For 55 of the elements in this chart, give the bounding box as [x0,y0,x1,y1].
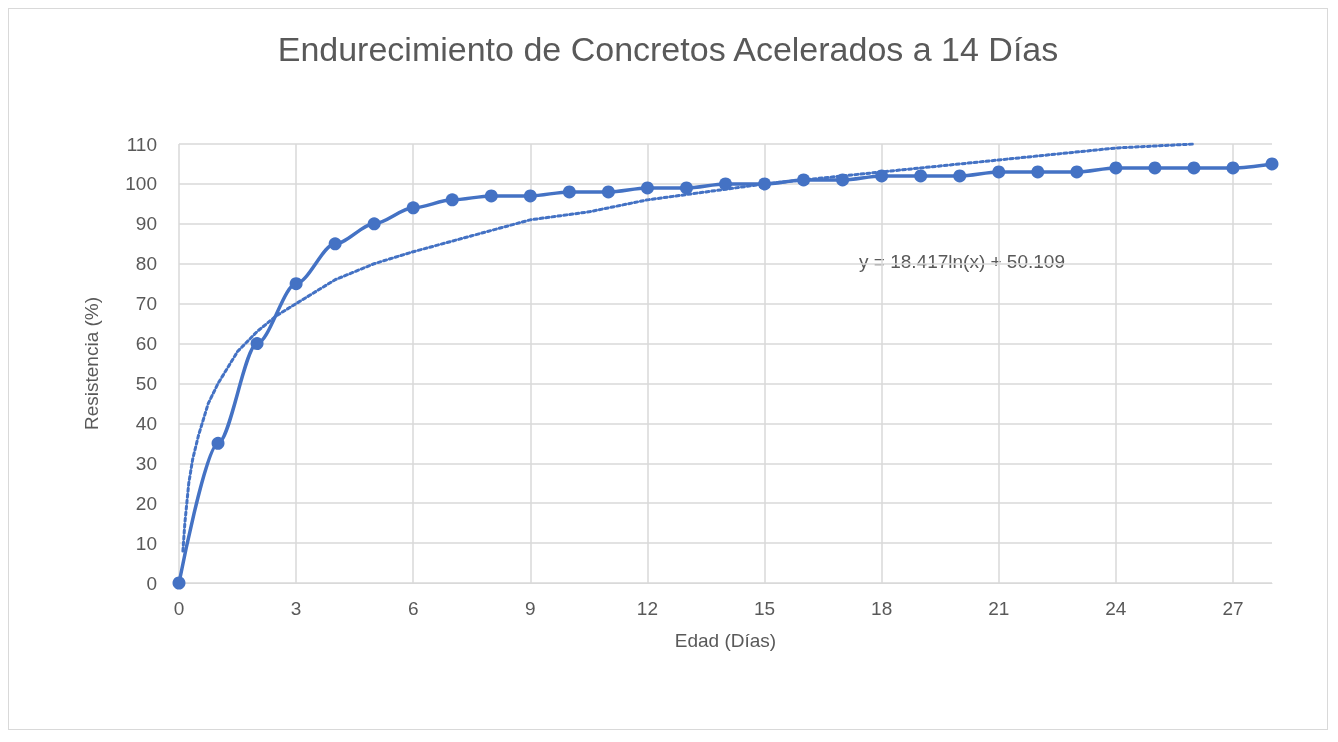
point [172,576,186,590]
x-tick-label: 21 [988,598,1010,619]
y-tick-label: 20 [135,492,157,514]
point [523,189,537,203]
y-tick-label: 0 [146,572,157,594]
y-tick-label: 60 [135,333,157,355]
y-tick-label: 10 [135,532,157,554]
x-tick-label: 0 [173,598,185,619]
point [719,177,732,191]
x-tick-label: 18 [871,598,893,619]
y-tick-label: 30 [135,452,157,474]
x-tick-label: 6 [407,598,419,619]
point [289,277,303,291]
point [1187,161,1201,175]
y-tick-label: 100 [125,173,157,195]
x-tick-label: 12 [636,598,658,619]
point [1226,161,1240,175]
point [367,217,381,231]
point [211,436,225,450]
point [758,177,772,191]
x-tick-label: 15 [753,598,776,619]
y-tick-label: 40 [135,412,157,434]
annotation: y = 18.417ln(x) + 50.109 [859,251,1065,272]
point [1148,161,1162,175]
point [562,185,576,199]
y-tick-label: 110 [126,133,157,155]
x-tick-label: 24 [1105,598,1127,619]
chart-title: Endurecimiento de Concretos Acelerados a 14 Días [277,30,1059,68]
point [875,169,889,183]
point [601,185,615,199]
point [992,165,1006,179]
y-tick-label: 70 [135,293,157,315]
x-tick-label: 9 [525,598,536,619]
point [250,337,264,351]
point [1109,161,1123,175]
x-tick-label: 3 [290,598,302,619]
point [953,169,967,183]
point [445,193,459,207]
x-tick-label: 27 [1222,598,1244,619]
y-axis-title: Resistencia (%) [81,296,102,431]
point [484,189,498,203]
x-axis-title: Edad (Días) [674,630,777,651]
point [1031,165,1045,179]
y-tick-label: 80 [135,253,157,275]
point [406,201,420,215]
point [328,237,342,251]
point [640,181,654,195]
point [836,173,850,187]
y-tick-label: 50 [135,372,157,394]
point [1070,165,1084,179]
point [797,173,811,187]
point [679,181,693,195]
y-tick-label: 90 [135,213,157,235]
point [914,169,928,183]
point [1265,157,1279,171]
